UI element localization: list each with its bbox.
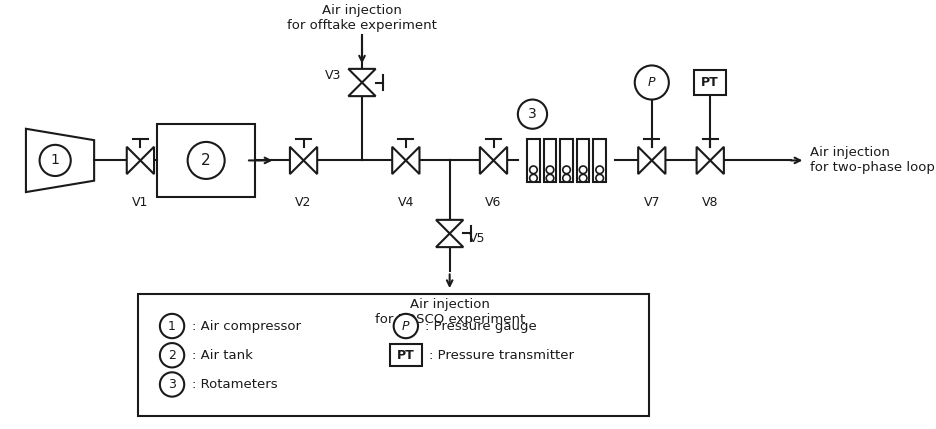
Circle shape bbox=[595, 166, 603, 174]
Text: V7: V7 bbox=[643, 196, 659, 209]
Bar bbox=[577, 139, 589, 182]
Polygon shape bbox=[405, 147, 419, 174]
Polygon shape bbox=[126, 147, 140, 174]
Polygon shape bbox=[392, 147, 405, 174]
Text: P: P bbox=[648, 76, 655, 89]
Text: : Rotameters: : Rotameters bbox=[191, 378, 277, 391]
Polygon shape bbox=[709, 147, 724, 174]
Text: V3: V3 bbox=[325, 69, 341, 82]
Circle shape bbox=[634, 66, 668, 100]
Text: Air injection
for offtake experiment: Air injection for offtake experiment bbox=[286, 4, 436, 32]
Bar bbox=[592, 139, 606, 182]
Polygon shape bbox=[695, 147, 709, 174]
Text: 2: 2 bbox=[201, 153, 211, 168]
Text: Air injection
for two-phase loop: Air injection for two-phase loop bbox=[810, 146, 934, 175]
Circle shape bbox=[39, 145, 71, 176]
Polygon shape bbox=[348, 82, 375, 96]
Circle shape bbox=[563, 166, 570, 174]
Text: V1: V1 bbox=[132, 196, 149, 209]
Text: 3: 3 bbox=[168, 378, 176, 391]
Text: : Pressure transmitter: : Pressure transmitter bbox=[429, 349, 574, 362]
Circle shape bbox=[518, 100, 547, 129]
Circle shape bbox=[187, 142, 225, 179]
Text: 1: 1 bbox=[51, 154, 60, 167]
Text: 2: 2 bbox=[168, 349, 176, 362]
Text: PT: PT bbox=[701, 76, 718, 89]
Text: V8: V8 bbox=[701, 196, 718, 209]
Circle shape bbox=[160, 372, 184, 397]
Bar bbox=[527, 139, 539, 182]
Text: V2: V2 bbox=[295, 196, 312, 209]
Circle shape bbox=[160, 343, 184, 367]
Circle shape bbox=[595, 174, 603, 182]
Circle shape bbox=[563, 174, 570, 182]
Circle shape bbox=[160, 314, 184, 338]
Polygon shape bbox=[303, 147, 317, 174]
Circle shape bbox=[546, 174, 553, 182]
Bar bbox=[560, 139, 572, 182]
Text: : Air tank: : Air tank bbox=[191, 349, 252, 362]
Circle shape bbox=[529, 166, 536, 174]
Text: Air injection
for POSCO experiment: Air injection for POSCO experiment bbox=[374, 298, 524, 326]
Text: : Pressure gauge: : Pressure gauge bbox=[425, 320, 536, 332]
Polygon shape bbox=[435, 220, 462, 233]
Text: V4: V4 bbox=[397, 196, 414, 209]
Polygon shape bbox=[637, 147, 651, 174]
Text: : Air compressor: : Air compressor bbox=[191, 320, 300, 332]
Polygon shape bbox=[289, 147, 303, 174]
Bar bbox=[157, 124, 255, 197]
Polygon shape bbox=[493, 147, 506, 174]
Bar bbox=[138, 294, 649, 416]
Polygon shape bbox=[651, 147, 665, 174]
Text: PT: PT bbox=[397, 349, 415, 362]
Text: 1: 1 bbox=[168, 320, 176, 332]
Polygon shape bbox=[140, 147, 154, 174]
Circle shape bbox=[529, 174, 536, 182]
Polygon shape bbox=[26, 129, 94, 192]
Text: P: P bbox=[402, 320, 409, 332]
Polygon shape bbox=[348, 69, 375, 82]
Circle shape bbox=[578, 166, 586, 174]
Text: 3: 3 bbox=[528, 107, 536, 121]
Bar bbox=[694, 70, 725, 95]
Circle shape bbox=[546, 166, 553, 174]
Circle shape bbox=[578, 174, 586, 182]
Text: V6: V6 bbox=[485, 196, 501, 209]
Bar bbox=[389, 344, 421, 366]
Circle shape bbox=[393, 314, 417, 338]
Bar bbox=[543, 139, 556, 182]
Text: V5: V5 bbox=[469, 232, 485, 245]
Polygon shape bbox=[435, 233, 462, 247]
Polygon shape bbox=[479, 147, 493, 174]
